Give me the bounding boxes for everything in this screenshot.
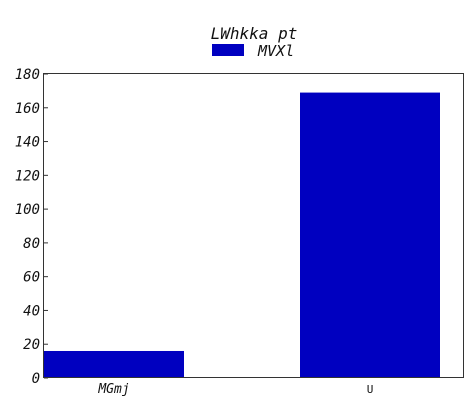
chart-title: LWhkka pt — [211, 24, 298, 43]
legend: MVXl — [212, 42, 294, 60]
y-tick-label: 60 — [23, 270, 40, 286]
y-tick-label: 20 — [23, 337, 40, 353]
y-tick-label: 180 — [15, 67, 40, 83]
legend-swatch — [212, 44, 244, 56]
y-tick-label: 0 — [32, 371, 40, 387]
y-tick-label: 160 — [15, 101, 40, 117]
y-tick-label: 40 — [23, 303, 40, 319]
legend-label: MVXl — [257, 42, 294, 60]
y-tick-label: 80 — [23, 236, 40, 252]
plot-frame — [43, 73, 464, 378]
bar-MGmj — [44, 350, 184, 378]
bars — [44, 92, 440, 379]
y-tick-label: 120 — [15, 168, 40, 184]
y-tick-label: 100 — [15, 202, 40, 218]
bar-U — [300, 92, 440, 379]
x-tick-label: U — [367, 383, 374, 396]
y-tick-label: 140 — [15, 135, 40, 151]
x-axis: MGmj U — [97, 382, 373, 397]
x-tick-label: MGmj — [97, 382, 129, 397]
